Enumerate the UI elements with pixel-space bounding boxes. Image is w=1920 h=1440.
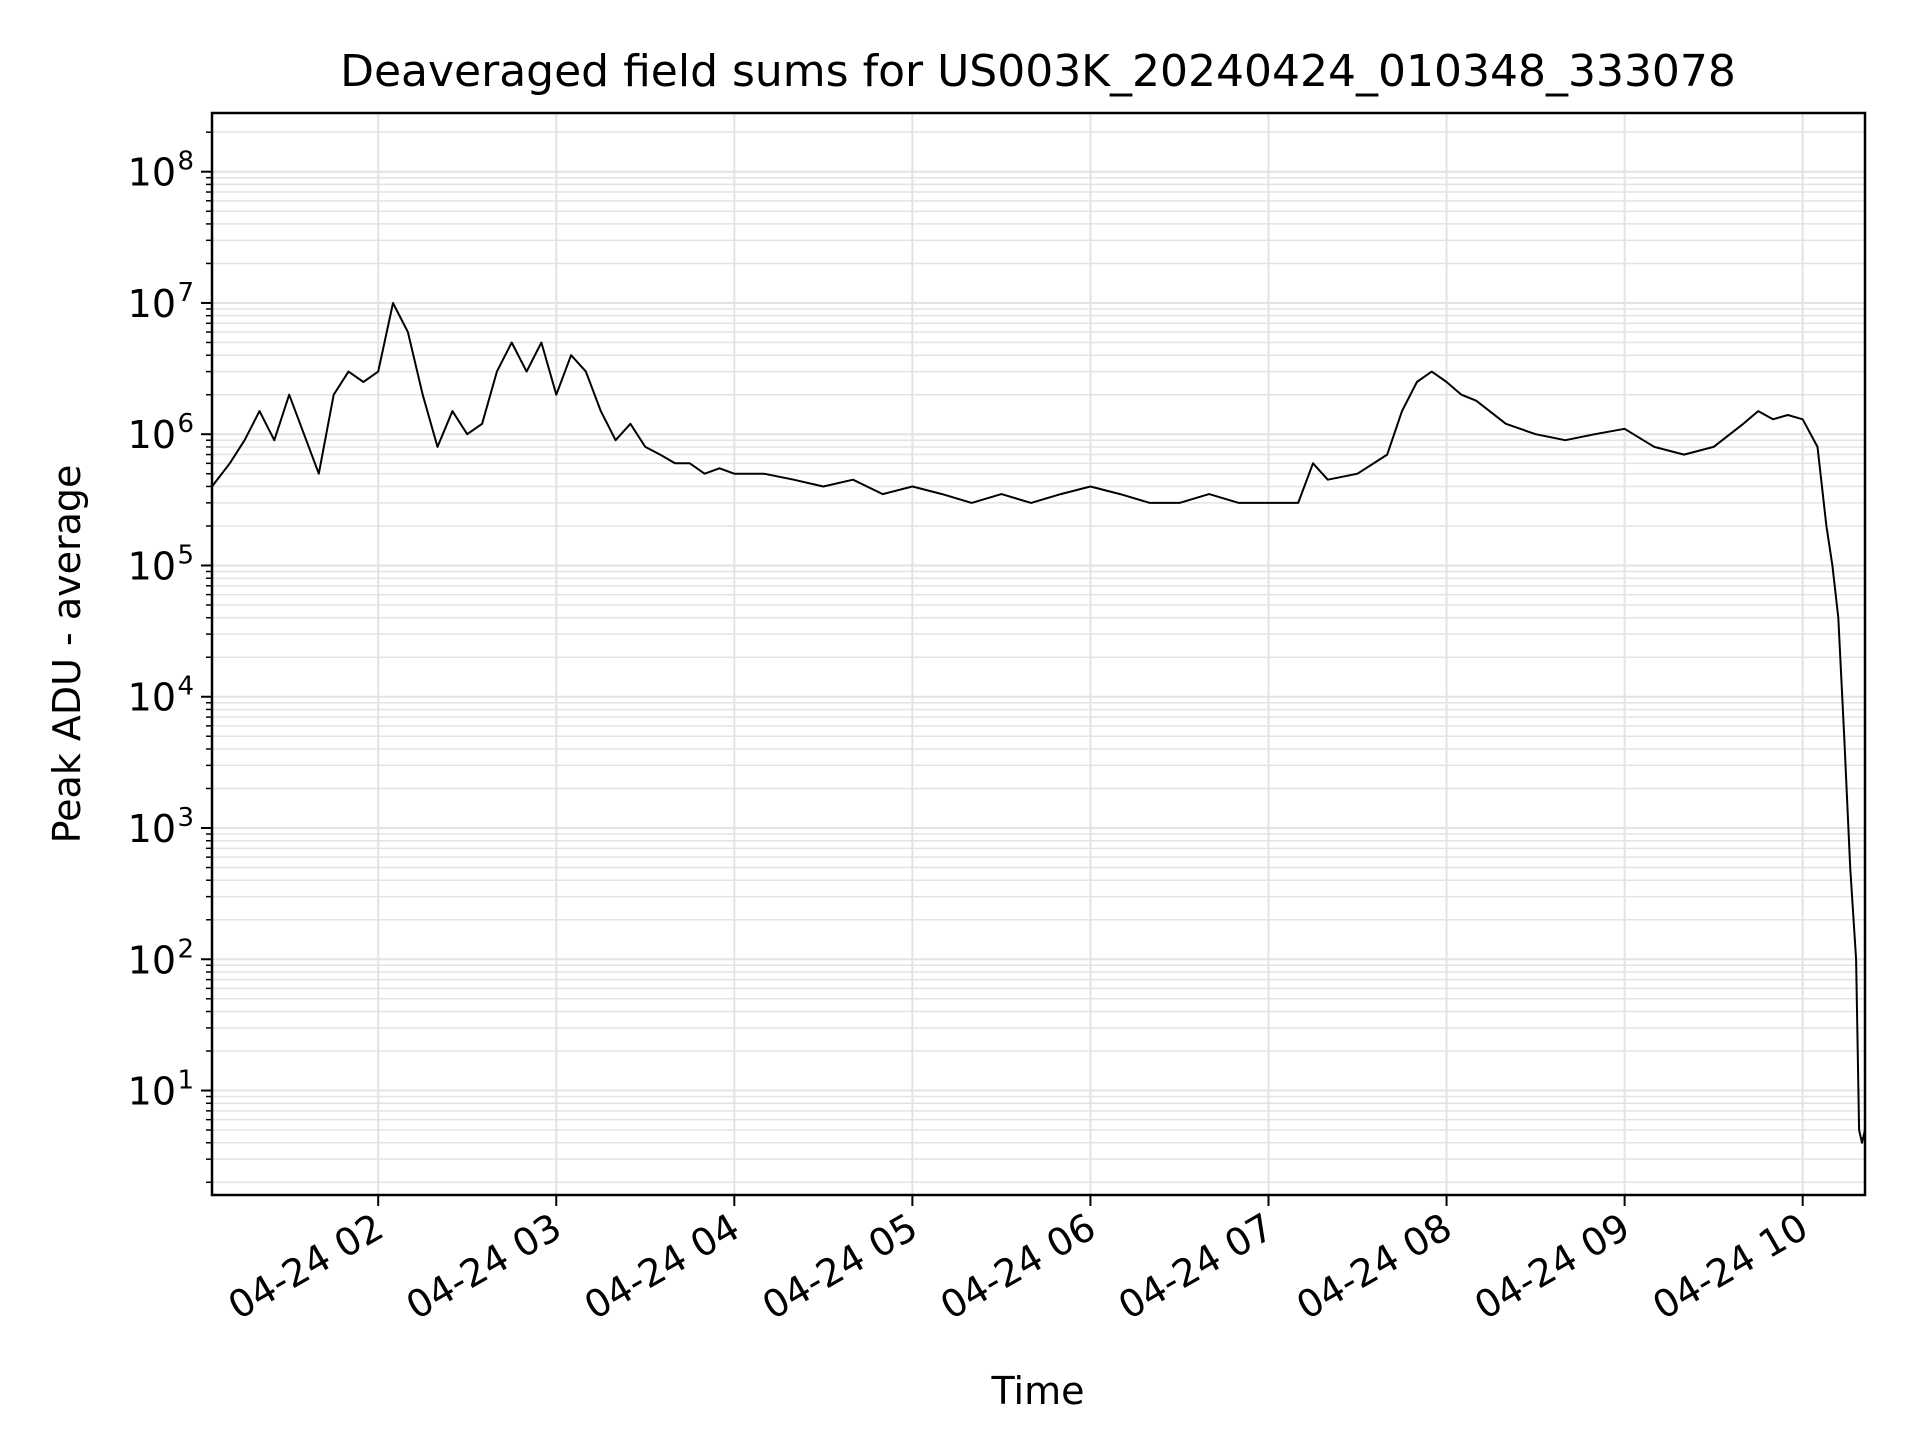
- y-tick-exponent: 5: [177, 540, 194, 570]
- y-tick-label: 10: [128, 413, 176, 457]
- y-tick-label: 10: [128, 282, 176, 326]
- x-tick-label: 04-24 09: [1467, 1205, 1637, 1329]
- x-tick-label: 04-24 03: [399, 1205, 569, 1329]
- major-gridlines: [212, 113, 1865, 1195]
- y-tick-label: 10: [128, 938, 176, 982]
- x-tick-label: 04-24 07: [1111, 1205, 1281, 1329]
- y-tick-exponent: 1: [177, 1066, 194, 1096]
- y-tick-label: 10: [128, 676, 176, 720]
- y-tick-exponent: 2: [177, 934, 194, 964]
- y-tick-label: 10: [128, 544, 176, 588]
- y-tick-label: 10: [128, 1070, 176, 1114]
- minor-gridlines: [212, 131, 1865, 1184]
- x-tick-label: 04-24 08: [1289, 1205, 1459, 1329]
- x-tick-label: 04-24 02: [221, 1205, 391, 1329]
- data-series: [211, 302, 1866, 1144]
- y-tick-label: 10: [128, 151, 176, 195]
- ticks: [201, 131, 1804, 1206]
- y-tick-exponent: 6: [177, 409, 194, 439]
- x-tick-label: 04-24 04: [577, 1205, 747, 1329]
- x-tick-label: 04-24 05: [755, 1205, 925, 1329]
- x-tick-label: 04-24 10: [1645, 1205, 1815, 1329]
- y-tick-exponent: 4: [177, 672, 194, 702]
- y-tick-exponent: 3: [177, 803, 194, 833]
- series-line: [211, 302, 1866, 1144]
- y-tick-label: 10: [128, 807, 176, 851]
- chart-title: Deaveraged field sums for US003K_2024042…: [340, 46, 1736, 97]
- plot-frame: [210, 111, 1867, 1197]
- x-tick-label: 04-24 06: [933, 1205, 1103, 1329]
- y-axis-label: Peak ADU - average: [45, 465, 89, 844]
- y-tick-exponent: 7: [177, 278, 194, 308]
- y-tick-exponent: 8: [177, 147, 194, 177]
- x-axis-label: Time: [991, 1369, 1085, 1413]
